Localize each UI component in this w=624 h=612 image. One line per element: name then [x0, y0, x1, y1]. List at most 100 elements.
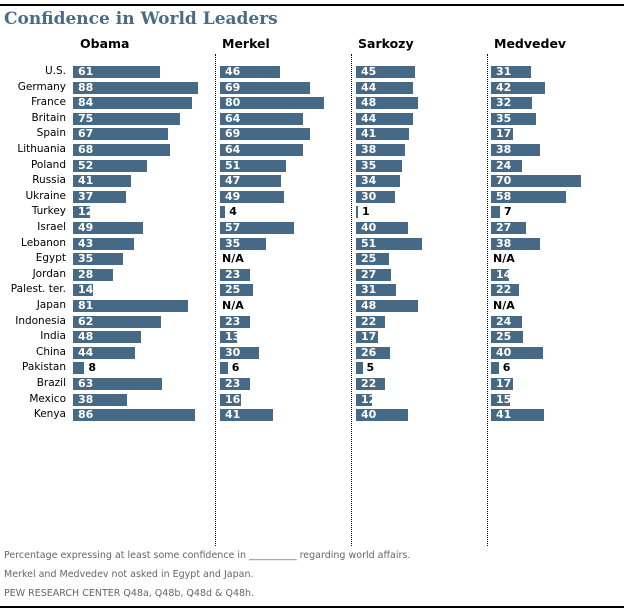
data-label: 49	[78, 221, 94, 234]
data-label: 48	[361, 96, 377, 110]
column-header-merkel: Merkel	[222, 36, 270, 51]
bar	[73, 66, 160, 78]
data-label: 41	[225, 408, 241, 422]
bar	[73, 222, 143, 234]
country-label: Britain	[31, 111, 66, 124]
data-label: 45	[361, 65, 377, 78]
data-label: 25	[225, 283, 241, 297]
data-label: 35	[225, 236, 241, 250]
data-label: 25	[496, 330, 512, 344]
data-label: 14	[78, 283, 94, 297]
data-label: 26	[361, 345, 377, 359]
bar	[73, 112, 180, 125]
bar	[491, 66, 531, 78]
data-label: 41	[361, 127, 377, 141]
bar	[356, 190, 395, 203]
data-label: 62	[78, 314, 94, 328]
data-label: 57	[225, 221, 241, 234]
bar	[356, 362, 363, 375]
country-label: Brazil	[36, 377, 66, 389]
bar	[73, 284, 93, 297]
column-divider	[351, 54, 352, 546]
data-label: 51	[361, 236, 377, 250]
data-label: 81	[78, 299, 94, 312]
data-label: 30	[225, 345, 241, 359]
country-label: Germany	[17, 80, 66, 93]
bar	[491, 393, 511, 406]
data-label: 12	[361, 392, 377, 406]
bar	[73, 144, 170, 156]
data-label: 25	[361, 252, 377, 266]
data-label: 38	[496, 143, 512, 156]
data-label: 58	[496, 189, 512, 203]
bar	[220, 393, 241, 406]
bar	[220, 206, 226, 219]
data-label: 23	[225, 314, 241, 328]
data-label: 41	[78, 174, 94, 188]
data-label: 40	[496, 345, 512, 359]
bar	[220, 378, 250, 390]
source-note: PEW RESEARCH CENTER Q48a, Q48b, Q48d & Q…	[4, 588, 255, 599]
data-label: 6	[502, 361, 511, 375]
bar	[220, 268, 250, 281]
data-label: 5	[366, 361, 375, 375]
na-label: N/A	[222, 299, 244, 312]
country-label: Pakistan	[22, 361, 66, 374]
data-label: 49	[225, 189, 241, 203]
bar	[491, 175, 582, 188]
data-label: 27	[361, 267, 377, 281]
data-label: 61	[78, 65, 94, 78]
bar	[73, 206, 91, 219]
na-label: N/A	[222, 252, 244, 266]
bar	[356, 331, 379, 344]
bar	[356, 237, 423, 250]
bottom-rule	[0, 606, 624, 608]
bar	[220, 284, 253, 297]
data-label: 69	[225, 127, 241, 141]
data-label: 44	[361, 80, 377, 94]
country-label: U.S.	[44, 65, 66, 77]
bar	[220, 81, 310, 94]
data-label: 64	[225, 111, 241, 125]
bar	[73, 315, 162, 328]
data-label: 70	[496, 174, 512, 188]
bar	[220, 237, 266, 250]
bar	[220, 144, 304, 156]
data-label: 52	[78, 158, 94, 172]
bar	[73, 331, 142, 344]
country-label: India	[40, 330, 66, 343]
country-label: Lebanon	[21, 236, 66, 249]
data-label: 7	[504, 205, 512, 219]
bar	[356, 128, 410, 141]
data-label: 67	[78, 127, 94, 141]
bar	[73, 362, 85, 375]
country-label: Kenya	[33, 408, 66, 421]
country-label: Indonesia	[15, 314, 66, 327]
data-label: 35	[78, 252, 94, 266]
data-label: 64	[225, 143, 241, 156]
data-label: 17	[496, 377, 512, 390]
data-label: 47	[225, 174, 241, 188]
bar	[491, 97, 533, 110]
data-label: 35	[361, 158, 377, 172]
data-label: 4	[229, 205, 237, 219]
data-label: 32	[496, 96, 512, 110]
bar	[491, 362, 499, 375]
bar	[356, 144, 406, 156]
bar	[73, 346, 136, 359]
bar	[491, 268, 510, 281]
data-label: 51	[225, 158, 241, 172]
bar	[491, 112, 537, 125]
data-label: 24	[496, 158, 512, 172]
data-label: 37	[78, 189, 94, 203]
bar	[356, 112, 414, 125]
data-label: 8	[88, 361, 97, 375]
bar	[356, 159, 402, 172]
bar	[220, 128, 310, 141]
na-label: N/A	[493, 252, 515, 266]
bar	[73, 253, 123, 266]
column-divider	[215, 54, 216, 546]
data-label: 69	[225, 80, 241, 94]
data-label: 22	[361, 314, 377, 328]
bar	[73, 409, 196, 422]
